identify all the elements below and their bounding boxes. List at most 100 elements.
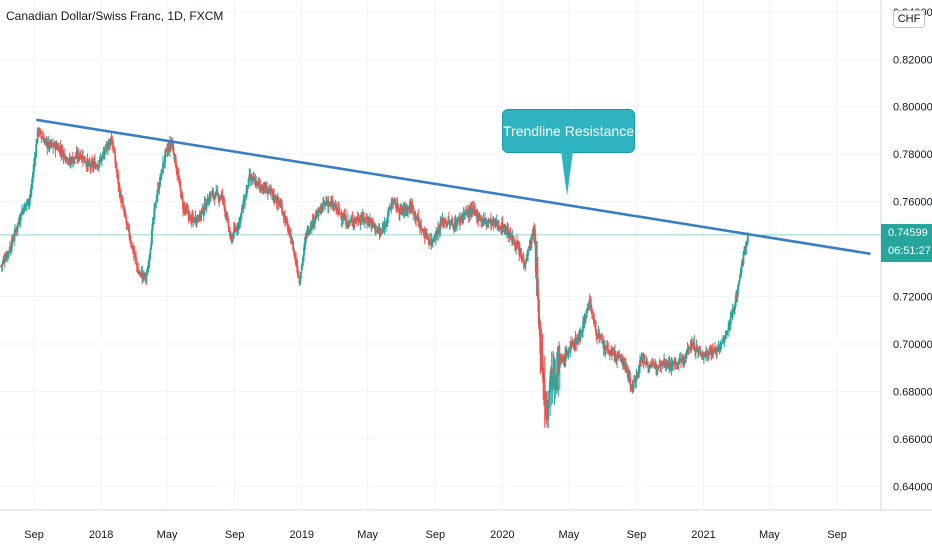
candle-body [13,237,16,239]
candle-body [155,200,158,204]
candle-body [229,235,232,238]
candle-body [292,241,295,251]
candle-body [253,179,256,181]
candle-body [27,202,30,205]
candle-body [740,267,743,276]
candle-body [453,228,455,230]
candle-body [160,169,163,177]
candle-body [47,146,49,149]
candle-body [256,181,259,186]
currency-badge[interactable]: CHF [893,10,925,28]
candle-body [210,194,212,196]
candle-body [124,213,127,219]
candle-body [223,205,226,212]
candle-body [385,219,388,225]
candle-body [360,220,363,222]
candle-body [115,168,118,173]
candle-body [64,159,67,161]
candle-body [414,211,417,218]
candle-body [366,220,368,223]
price-tick-label: 0.80000 [893,102,932,114]
candle-body [581,330,584,333]
candle-body [165,149,168,151]
candle-body [135,261,138,266]
candle-body [66,157,69,162]
candle-body [602,342,605,350]
candle-body [474,209,477,213]
candle-body [426,238,429,240]
candle-body [181,194,184,201]
candle-body [15,230,18,232]
candle-body [189,214,192,216]
candle-body [280,204,283,206]
candle-body [456,218,459,222]
candle-body [135,257,137,262]
trendline-layer [36,118,871,256]
candle-body [217,195,220,200]
candle-body [391,203,394,205]
candle-body [0,264,3,266]
candle-body [437,227,440,235]
candle-body [376,230,379,232]
candle-body [85,162,87,164]
candle-body [16,228,19,230]
candle-body [407,206,409,212]
candle-body [560,359,563,362]
candle-body [235,227,237,233]
candle-body [521,256,524,259]
candle-body [582,322,584,332]
candle-body [443,219,446,222]
candle-body [723,339,726,342]
candle-body [606,346,609,350]
candle-body [585,310,588,317]
candle-body [339,213,342,216]
candle-body [622,357,625,365]
candle-body [341,219,344,221]
candle-body [56,144,58,148]
candle-body [451,223,454,226]
candle-body [620,357,623,362]
candle-body [424,236,427,238]
candle-body [616,353,619,361]
candle-body [737,285,740,290]
time-tick-label: 2019 [289,529,313,541]
candle-body [92,164,95,167]
candle-body [363,217,365,222]
candle-body [290,234,292,244]
candle-body [39,131,42,136]
candle-body [127,226,130,230]
candle-body [635,375,638,381]
candle-body [472,209,475,212]
candle-body [275,201,278,203]
candle-body [715,352,718,354]
candle-body [58,147,61,154]
time-axis[interactable]: Sep 2018 May Sep 2019 May Sep 2020 May Sep 2021 May… [24,529,847,541]
candle-body [365,218,368,220]
candle-body [477,212,480,221]
candle-body [701,355,704,357]
candle-body [680,359,683,364]
trendline-resistance-callout[interactable]: Trendline Resistance [502,109,635,153]
candle-body [168,142,171,152]
candle-body [623,364,626,366]
candle-body [372,221,375,226]
candle-body [146,273,149,275]
candle-body [534,228,536,244]
candle-body [295,264,298,268]
candle-body [537,300,540,325]
price-series [0,126,749,429]
candle-body [205,207,207,210]
resistance-trendline[interactable] [36,118,871,256]
candle-body [32,171,35,179]
candle-body [724,335,727,340]
candle-body [214,192,217,199]
candle-body [321,205,324,211]
candle-body [545,399,548,403]
candle-body [293,251,296,257]
candle-body [588,302,590,310]
candle-body [696,346,699,350]
candle-body [325,201,328,203]
time-tick-label: May [157,529,178,541]
candle-body [346,226,349,228]
